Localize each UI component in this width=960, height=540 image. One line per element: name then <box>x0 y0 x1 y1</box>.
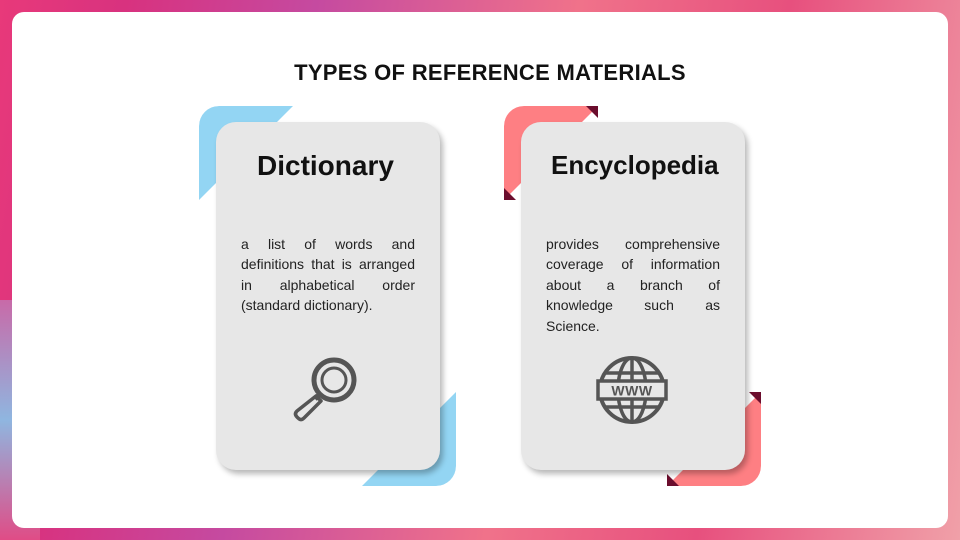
slide-title: TYPES OF REFERENCE MATERIALS <box>294 60 686 85</box>
svg-text:WWW: WWW <box>611 383 652 399</box>
globe-www-icon: WWW <box>596 356 668 424</box>
dictionary-card: Dictionary a list of words and definitio… <box>216 122 440 470</box>
dictionary-title: Dictionary <box>257 150 394 181</box>
encyclopedia-title: Encyclopedia <box>551 150 719 180</box>
dictionary-description: a list of words and definitions that is … <box>241 236 415 314</box>
slide-canvas: TYPES OF REFERENCE MATERIALS <box>12 12 948 528</box>
encyclopedia-description: provides comprehensive coverage of infor… <box>546 236 720 334</box>
magnifying-glass-icon <box>293 357 357 422</box>
encyclopedia-card: Encyclopedia provides comprehensive cove… <box>521 122 745 470</box>
